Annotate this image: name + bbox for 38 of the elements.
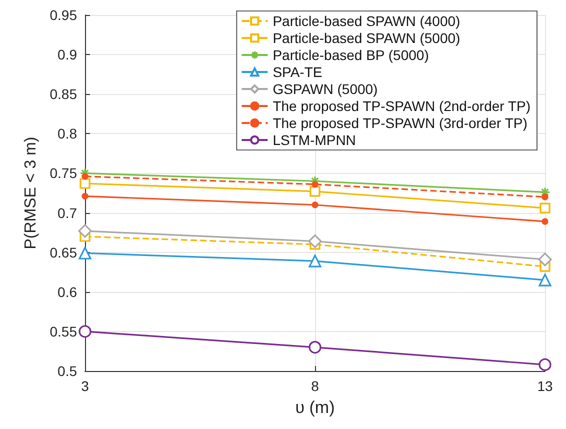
point — [540, 202, 550, 214]
legend-label: LSTM-MPNN — [272, 132, 356, 148]
x-tick-label: 8 — [311, 378, 320, 394]
point — [80, 178, 90, 189]
y-tick-label: 0.55 — [50, 323, 78, 340]
y-tick-label: 0.85 — [50, 86, 78, 102]
y-tick-label: 0.7 — [58, 204, 78, 221]
point — [82, 173, 88, 180]
point — [78, 224, 92, 238]
point — [310, 186, 320, 197]
point — [538, 252, 552, 266]
legend-label: Particle-based BP (5000) — [272, 47, 429, 63]
point — [542, 218, 548, 225]
point — [542, 194, 548, 200]
y-tick-label: 0.6 — [58, 284, 78, 300]
legend-label: The proposed TP-SPAWN (3rd-order TP) — [272, 115, 528, 131]
point — [538, 358, 552, 371]
point — [312, 202, 318, 208]
legend-label: Particle-based SPAWN (5000) — [272, 30, 460, 46]
x-tick-label: 3 — [81, 378, 90, 394]
x-axis-title: υ (m) — [295, 398, 335, 417]
y-tick-label: 0.8 — [58, 126, 78, 142]
point — [308, 340, 322, 354]
x-tick-label: 13 — [537, 378, 553, 394]
y-tick-label: 0.5 — [58, 363, 78, 379]
legend-label: SPA-TE — [272, 64, 322, 80]
y-tick-label: 0.75 — [50, 165, 78, 182]
legend-label: GSPAWN (5000) — [272, 81, 378, 97]
legend-label: The proposed TP-SPAWN (2nd-order TP) — [272, 98, 531, 114]
legend-label: Particle-based SPAWN (4000) — [272, 13, 460, 29]
y-axis-title: P(RMSE < 3 m) — [22, 136, 40, 250]
y-tick-label: 0.65 — [50, 244, 78, 260]
point — [82, 192, 88, 200]
point — [312, 181, 318, 188]
point — [78, 325, 92, 338]
y-tick-label: 0.95 — [50, 7, 78, 23]
y-tick-label: 0.9 — [58, 46, 78, 63]
point — [308, 234, 322, 248]
